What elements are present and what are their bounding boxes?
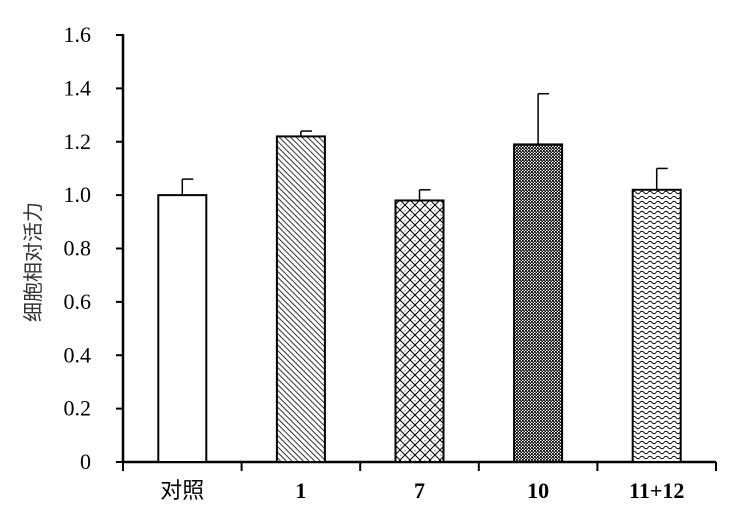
bar-2 <box>275 135 326 463</box>
y-tick-label: 1.2 <box>64 129 92 154</box>
y-axis-label-group: 细胞相对活力 <box>21 202 45 322</box>
x-tick-label: 1 <box>295 478 306 503</box>
y-tick-label: 1.6 <box>64 22 92 47</box>
y-ticks: 0 0.2 0.4 0.6 0.8 1.0 1.2 1.4 1.6 <box>64 22 123 474</box>
bar-3 <box>394 199 445 463</box>
bar-1 <box>157 194 208 463</box>
y-tick-label: 0.4 <box>64 342 92 367</box>
y-tick-label: 1.4 <box>64 75 92 100</box>
x-tick-label: 7 <box>414 478 425 503</box>
y-tick-label: 0.2 <box>64 396 92 421</box>
bar-4 <box>513 143 564 463</box>
x-tick-label: 对照 <box>160 478 204 503</box>
x-tick-label: 10 <box>527 478 549 503</box>
bar-5 <box>631 188 682 463</box>
x-tick-label: 11+12 <box>629 478 684 503</box>
y-tick-label: 0 <box>80 449 91 474</box>
y-tick-label: 0.6 <box>64 289 92 314</box>
error-bars <box>181 92 668 201</box>
y-tick-label: 0.8 <box>64 236 92 261</box>
y-tick-label: 1.0 <box>64 182 92 207</box>
y-axis-label: 细胞相对活力 <box>21 202 45 322</box>
bars <box>157 135 682 463</box>
x-ticks: 对照 1 7 10 11+12 <box>122 462 717 503</box>
